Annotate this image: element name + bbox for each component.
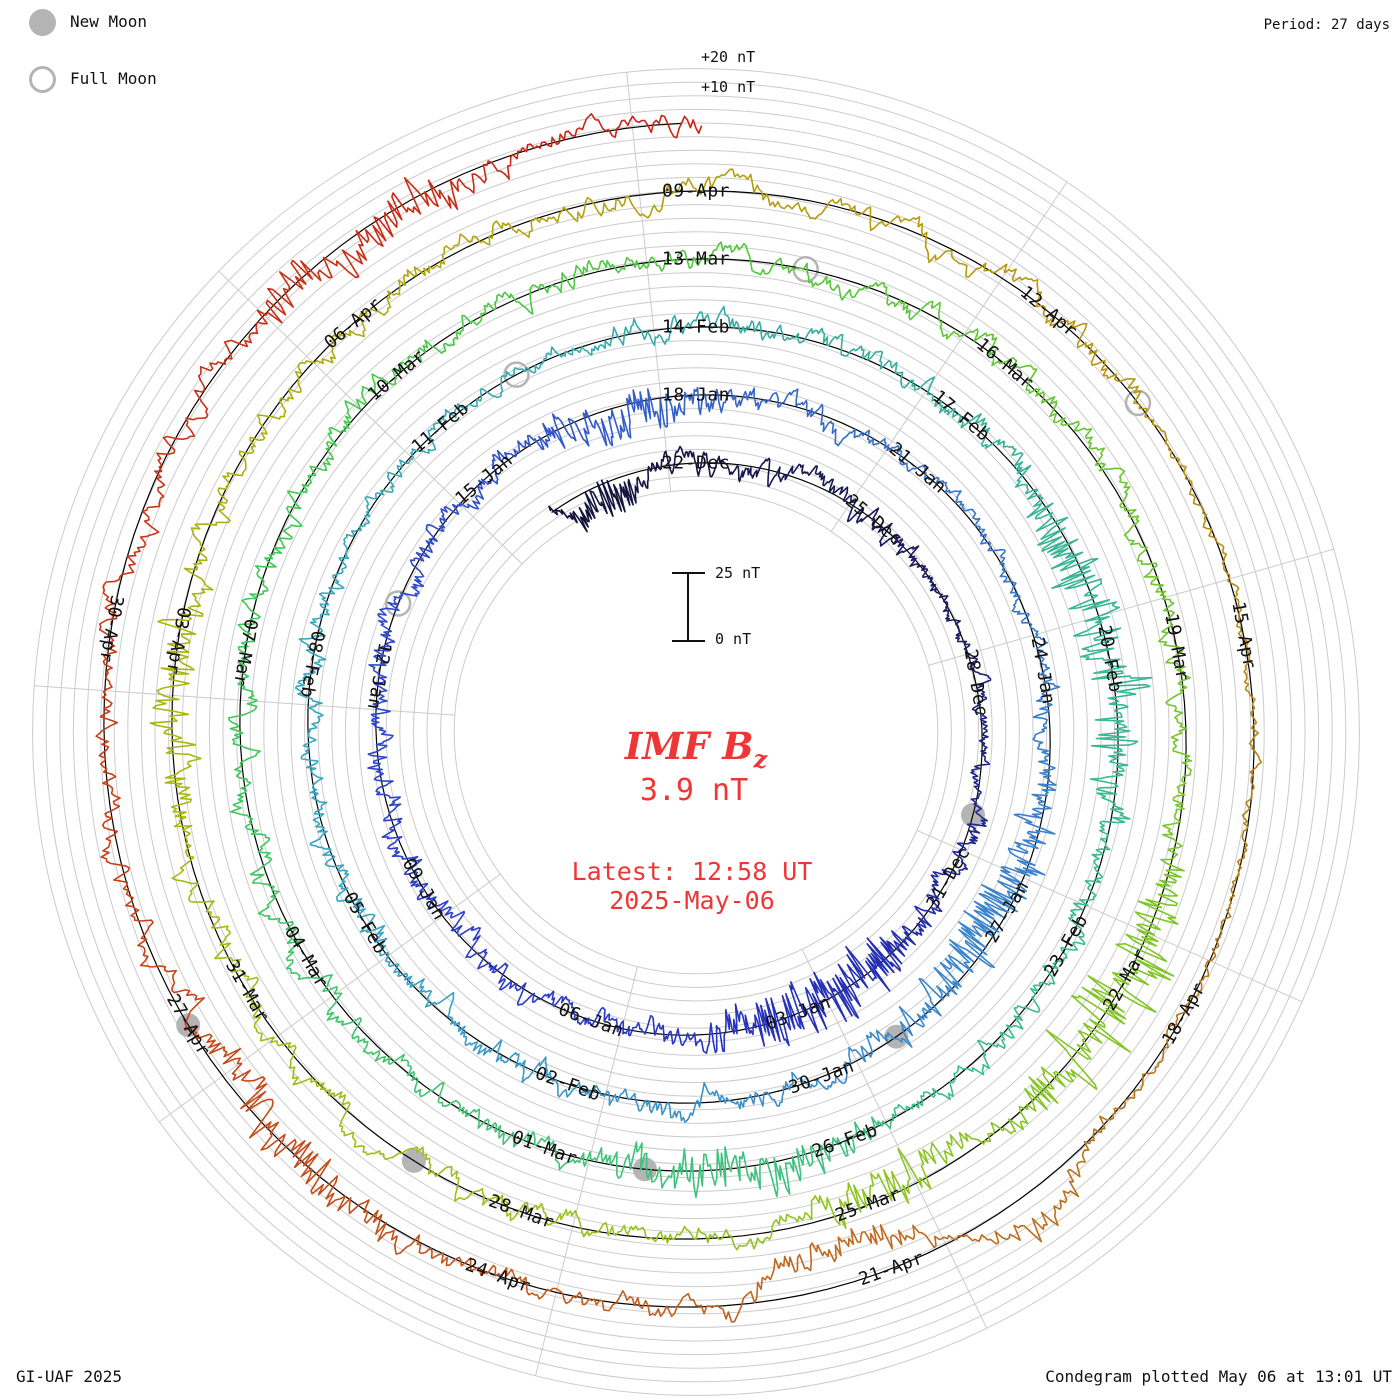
date-label: 11-Feb: [408, 398, 474, 458]
date-label: 07-Mar: [229, 617, 261, 688]
date-label: 16-Mar: [972, 334, 1038, 394]
period-label: Period: 27 days: [1263, 17, 1390, 33]
date-label: 21-Apr: [856, 1247, 927, 1290]
nt-scale-bar-top-cap: [672, 572, 705, 574]
date-label: 17-Feb: [928, 386, 994, 446]
date-label: 09-Jan: [398, 854, 450, 923]
date-label: 09-Apr: [662, 181, 730, 202]
full-moon-marker: [503, 361, 530, 388]
imf-bz-title: IMF Bz: [624, 724, 768, 774]
date-label: 28-Dec: [960, 647, 992, 718]
date-label: 05-Feb: [339, 888, 391, 957]
date-label: 25-Mar: [833, 1183, 904, 1226]
date-label: 22-Dec: [662, 453, 730, 474]
date-label: 01-Mar: [509, 1127, 580, 1170]
legend-new-moon-label: New Moon: [70, 12, 148, 31]
nt-scale-bar: [687, 573, 689, 641]
date-label: 27-Apr: [162, 990, 214, 1059]
latest-date-label: 2025-May-06: [609, 886, 775, 915]
date-label: 31-Mar: [221, 956, 273, 1025]
bz-subscript: z: [753, 744, 768, 774]
full-moon-marker: [384, 590, 412, 617]
nt-scale-bar-bottom-cap: [672, 640, 705, 642]
date-label: 15-Jan: [451, 450, 517, 510]
bz-current-value: 3.9 nT: [639, 773, 749, 808]
date-label: 06-Jan: [556, 999, 627, 1042]
new-moon-icon: [29, 9, 56, 36]
date-label: 02-Feb: [532, 1063, 603, 1106]
date-label: 21-Jan: [885, 438, 951, 498]
plotted-timestamp-label: Condegram plotted May 06 at 13:01 UT: [1045, 1367, 1392, 1386]
date-label: 18-Jan: [662, 385, 730, 406]
date-label: 13-Mar: [662, 249, 730, 270]
date-label: 24-Apr: [462, 1254, 533, 1297]
full-moon-icon: [29, 66, 56, 93]
credit-label: GI-UAF 2025: [16, 1367, 122, 1386]
date-label: 30-Jan: [786, 1056, 857, 1099]
scale-25nt-label: 25 nT: [715, 564, 761, 582]
date-label: 31-Dec: [922, 843, 974, 912]
date-label: 26-Feb: [809, 1119, 880, 1162]
date-label: 03-Apr: [162, 605, 194, 676]
bz-data-spiral: [95, 113, 1263, 1323]
latest-time-label: Latest: 12:58 UT: [571, 857, 813, 886]
date-label: 12-Jan: [363, 641, 395, 712]
scale-0nt-label: 0 nT: [715, 630, 752, 648]
legend-full-moon-label: Full Moon: [70, 69, 157, 88]
full-moon-marker: [1124, 389, 1152, 417]
date-label: 23-Feb: [1040, 911, 1092, 980]
plus-20nt-label: +20 nT: [701, 48, 756, 66]
date-label: 06-Apr: [320, 293, 386, 353]
plus-10nt-label: +10 nT: [701, 78, 756, 96]
date-label: 14-Feb: [662, 317, 730, 338]
date-label: 18-Apr: [1158, 979, 1210, 1048]
date-label: 28-Mar: [486, 1190, 557, 1233]
date-label: 12-Apr: [1016, 282, 1082, 342]
grid-circles: [32, 68, 1360, 1396]
